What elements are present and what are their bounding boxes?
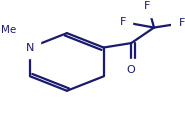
Text: N: N [26, 42, 34, 53]
Text: F: F [179, 18, 185, 28]
Text: F: F [120, 17, 126, 27]
Text: O: O [127, 65, 136, 75]
Text: F: F [144, 1, 151, 11]
Text: Me: Me [1, 25, 17, 35]
